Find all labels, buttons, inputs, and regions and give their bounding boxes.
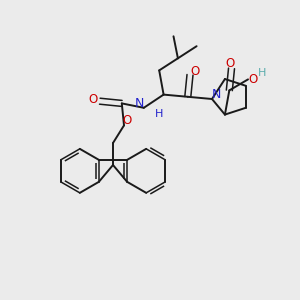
Text: O: O [248, 73, 258, 86]
Text: O: O [225, 57, 234, 70]
Text: N: N [135, 97, 145, 110]
Text: O: O [88, 93, 98, 106]
Text: H: H [155, 110, 164, 119]
Text: O: O [190, 65, 200, 78]
Text: H: H [258, 68, 266, 78]
Text: O: O [122, 114, 132, 127]
Text: N: N [211, 88, 221, 101]
